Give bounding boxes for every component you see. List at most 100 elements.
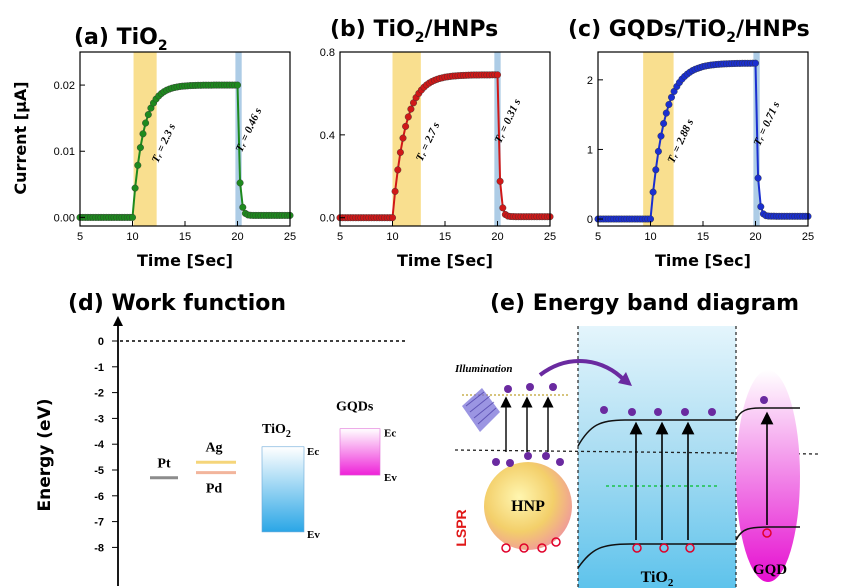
y-tick-label: 0.4 (320, 130, 335, 142)
hnp-particle (484, 462, 572, 550)
x-tick-label: 10 (644, 231, 656, 243)
current-axis-label: Current [μA] (11, 81, 30, 194)
data-point (649, 188, 657, 196)
tio2-holes (632, 543, 695, 553)
rise-time-band (643, 52, 674, 226)
ag-label: Ag (205, 440, 222, 455)
x-axis-label-a: Time [Sec] (137, 251, 233, 270)
hot-electrons (504, 383, 557, 393)
data-point (404, 113, 412, 121)
gqd-label: GQD (753, 562, 787, 578)
x-tick-label: 5 (77, 231, 83, 243)
data-point (752, 59, 760, 67)
data-point (136, 144, 144, 152)
data-point (236, 179, 244, 187)
data-point (391, 187, 399, 195)
energy-axis-arrowhead (113, 316, 123, 326)
panel-a-title: (a) TiO2 (74, 25, 168, 54)
data-point (131, 184, 139, 192)
data-point (394, 166, 402, 174)
data-point (407, 105, 415, 113)
data-point (754, 174, 762, 182)
energy-tick-label: -6 (94, 491, 104, 503)
x-tick-label: 15 (179, 231, 191, 243)
panel-d-title: (d) Work function (68, 291, 286, 316)
x-axis-label-b: Time [Sec] (397, 251, 493, 270)
data-point (757, 203, 765, 211)
data-point (665, 100, 673, 108)
data-point (396, 148, 404, 156)
panel-b-title: (b) TiO2/HNPs (330, 17, 498, 46)
energy-tick-label: -4 (94, 439, 105, 451)
gqds-ev-label: Ev (384, 472, 397, 484)
x-tick-label: 25 (284, 231, 296, 243)
x-tick-label: 20 (749, 231, 761, 243)
tio2-excitation-arrows (629, 421, 695, 540)
tio2-band-box (261, 446, 305, 533)
data-point (499, 204, 507, 212)
data-point (402, 122, 410, 130)
energy-tick-label: -3 (94, 413, 104, 425)
data-point (144, 111, 152, 119)
gqds-label: GQDs (336, 400, 374, 415)
rise-time-band (392, 52, 421, 226)
x-tick-label: 15 (439, 231, 451, 243)
pd-label: Pd (206, 482, 223, 497)
x-tick-label: 10 (386, 231, 398, 243)
energy-tick-label: -5 (94, 465, 104, 477)
tio2-conduction-band (577, 419, 736, 447)
gqds-band-box (339, 428, 381, 476)
illumination-label: Illumination (454, 363, 512, 375)
tio2-ec-label: Ec (307, 446, 319, 458)
y-tick-label: 0.00 (54, 212, 75, 224)
panel-c-title: (c) GQDs/TiO2/HNPs (568, 17, 810, 46)
x-tick-label: 5 (595, 231, 601, 243)
hnp-label: HNP (511, 498, 545, 515)
energy-band-diagram: HNP LSPR Illumination TiO2 GQD (453, 326, 819, 588)
series-line (80, 84, 290, 219)
y-tick-label: 0.8 (320, 47, 335, 59)
data-point (399, 134, 407, 142)
energy-tick-label: -8 (94, 542, 104, 554)
energy-axis-label: Energy (eV) (35, 398, 55, 511)
tio2-band-label: TiO2 (641, 569, 674, 588)
chart-b: 5 10 15 20 250.00.40.8Tᵣ = 2.7 s Tᵣ = 0.31 s (320, 47, 556, 243)
gqd-electron (760, 396, 768, 404)
data-point (389, 214, 397, 222)
x-tick-label: 25 (802, 231, 814, 243)
energy-tick-label: -7 (94, 517, 104, 529)
data-point (139, 130, 147, 138)
x-tick-label: 5 (337, 231, 343, 243)
energy-tick-label: -1 (94, 362, 104, 374)
x-tick-label: 10 (126, 231, 138, 243)
data-point (652, 166, 660, 174)
tio2-label: TiO2 (262, 422, 291, 440)
energy-tick-label: 0 (98, 336, 104, 348)
data-point (660, 119, 668, 127)
gqd-region (736, 370, 800, 582)
lspr-label: LSPR (453, 509, 469, 546)
x-tick-label: 15 (697, 231, 709, 243)
data-point (668, 93, 676, 101)
y-tick-label: 0.01 (54, 146, 75, 158)
panel-e-title: (e) Energy band diagram (490, 291, 799, 316)
data-point (239, 203, 247, 211)
plot-frame (79, 51, 291, 227)
tio2-ev-label: Ev (307, 529, 320, 541)
tio2-valence-band (577, 543, 736, 569)
x-tick-label: 20 (491, 231, 503, 243)
rise-time-band (133, 52, 157, 226)
gqd-homo (735, 526, 800, 541)
plot-frame (597, 51, 809, 227)
y-tick-label: 1 (587, 144, 593, 156)
transfer-arrow (538, 359, 626, 382)
x-tick-label: 25 (544, 231, 556, 243)
data-point (128, 213, 136, 221)
energy-tick-label: -2 (94, 388, 104, 400)
data-point (496, 177, 504, 185)
illumination-icon (462, 388, 500, 432)
tio2-electrons (600, 406, 716, 416)
